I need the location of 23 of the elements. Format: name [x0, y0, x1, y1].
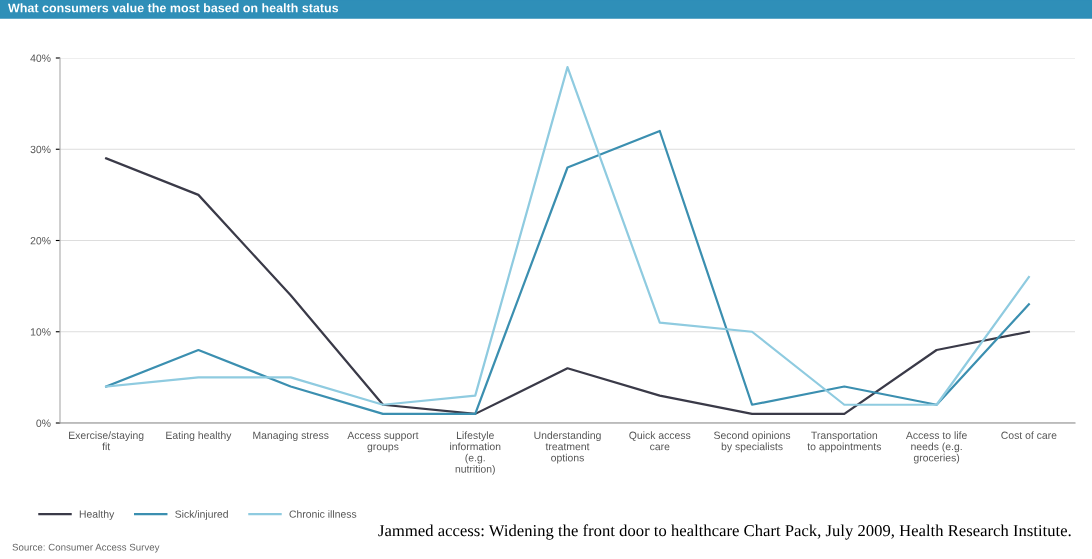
x-tick-label: Second opinions by specialists: [714, 431, 791, 453]
x-tick-label: Access support groups: [347, 431, 419, 453]
y-tick-label: 10%: [30, 328, 51, 336]
x-tick-label: Cost of care: [1001, 431, 1057, 439]
legend-label: Healthy: [79, 510, 115, 520]
text: Jammed access: Widening the front door to healthcare Chart Pack, July 2009, Health Research Institute.: [378, 524, 1071, 540]
y-tick-label: 30%: [30, 145, 51, 154]
source-note: Source: Consumer Access Survey: [12, 543, 160, 553]
legend-label: Sick/injured: [175, 510, 228, 520]
y-tick-label: 0%: [36, 419, 51, 427]
x-tick-label: Quick access care: [629, 431, 691, 451]
y-tick-label: 20%: [30, 237, 51, 245]
x-tick-label: Eating healthy: [166, 431, 232, 442]
x-tick-label: Exercise/staying fit: [69, 431, 144, 451]
y-tick-label: 40%: [30, 54, 51, 62]
legend-label: Chronic illness: [289, 510, 357, 518]
line-series: [105, 66, 1030, 406]
x-tick-label: Managing stress: [253, 431, 329, 442]
x-tick-label: Transportation to appointments: [807, 431, 882, 453]
chart-title: What consumers value the most based on health status: [8, 3, 339, 13]
x-tick-label: Lifestyle information (e.g. nutrition): [450, 431, 501, 475]
x-tick-label: Access to life needs (e.g. groceries): [905, 431, 967, 464]
x-tick-label: Understanding treatment options: [534, 431, 601, 464]
